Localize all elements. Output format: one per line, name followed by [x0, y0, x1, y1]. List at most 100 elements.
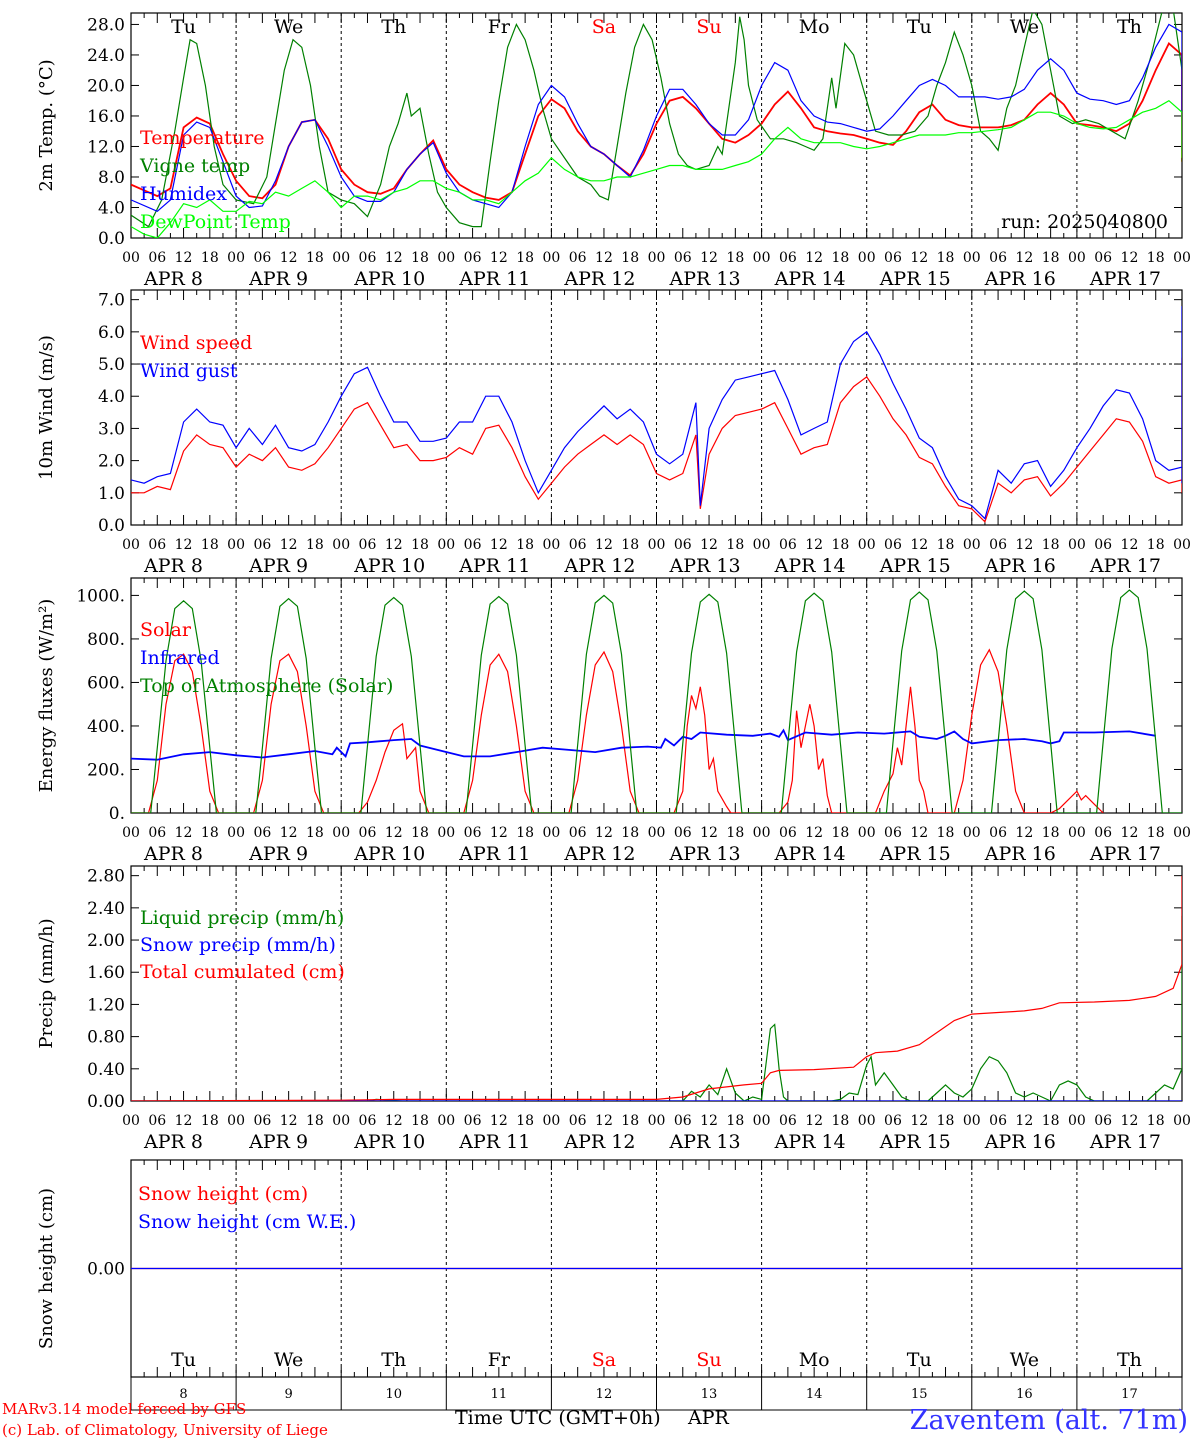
hour-tick-label: 00 — [332, 825, 350, 841]
hour-tick-label: 12 — [280, 250, 298, 266]
hour-tick-label: 18 — [306, 250, 324, 266]
hour-tick-label: 06 — [253, 537, 271, 553]
hour-tick-label: 18 — [937, 825, 955, 841]
hour-tick-label: 06 — [148, 537, 166, 553]
hour-tick-label: 06 — [884, 537, 902, 553]
date-label: APR 13 — [669, 843, 741, 865]
date-label: APR 16 — [984, 268, 1056, 290]
hour-tick-label: 06 — [674, 537, 692, 553]
legend-entry: Temperature — [140, 127, 264, 149]
hour-tick-label: 06 — [253, 825, 271, 841]
hour-tick-label: 12 — [700, 537, 718, 553]
hour-tick-label: 00 — [437, 537, 455, 553]
hour-tick-label: 12 — [385, 537, 403, 553]
hour-tick-label: 12 — [910, 1113, 928, 1129]
hour-tick-label: 18 — [726, 1113, 744, 1129]
station-label: Zaventem (alt. 71m) — [910, 1405, 1188, 1436]
y-tick-label: 0.40 — [87, 1060, 125, 1080]
hour-tick-label: 06 — [253, 1113, 271, 1129]
y-tick-label: 0.00 — [87, 1260, 125, 1280]
hour-tick-label: 12 — [1015, 825, 1033, 841]
y-axis-label: 10m Wind (m/s) — [36, 335, 57, 480]
panel-energy: 0. 200. 400. 600. 800. 1000. Energy fluxes (W/… — [36, 577, 1191, 865]
hour-tick-label: 00 — [1068, 825, 1086, 841]
day-number-label: 10 — [385, 1387, 402, 1402]
hour-tick-label: 06 — [779, 1113, 797, 1129]
y-tick-label: 4.0 — [98, 198, 125, 218]
legend-entry: Solar — [140, 619, 192, 641]
legend-entry: Liquid precip (mm/h) — [140, 907, 344, 929]
hour-tick-label: 12 — [595, 537, 613, 553]
hour-tick-label: 00 — [1068, 1113, 1086, 1129]
legend-entry: Infrared — [140, 647, 220, 669]
hour-tick-label: 06 — [779, 825, 797, 841]
hour-tick-label: 18 — [306, 537, 324, 553]
weekday-label: We — [274, 1349, 303, 1371]
hour-tick-label: 18 — [516, 1113, 534, 1129]
hour-tick-label: 12 — [490, 1113, 508, 1129]
hour-tick-label: 18 — [201, 825, 219, 841]
hour-tick-label: 12 — [175, 537, 193, 553]
hour-tick-label: 06 — [569, 537, 587, 553]
hour-tick-label: 06 — [359, 250, 377, 266]
series-humidex — [131, 23, 1182, 213]
weekday-label: Tu — [907, 1349, 932, 1371]
hour-tick-label: 06 — [569, 825, 587, 841]
hour-tick-label: 18 — [1147, 1113, 1165, 1129]
hour-tick-label: 00 — [753, 537, 771, 553]
hour-tick-label: 12 — [805, 250, 823, 266]
date-label: APR 8 — [143, 555, 203, 577]
hour-tick-label: 12 — [490, 825, 508, 841]
x-axis-label: Time UTC (GMT+0h) — [455, 1407, 661, 1429]
hour-tick-label: 18 — [832, 1113, 850, 1129]
hour-tick-label: 06 — [253, 250, 271, 266]
legend-entry: Total cumulated (cm) — [140, 961, 345, 983]
y-tick-label: 200. — [87, 760, 125, 780]
hour-tick-label: 06 — [884, 250, 902, 266]
hour-tick-label: 06 — [674, 825, 692, 841]
hour-tick-label: 06 — [989, 1113, 1007, 1129]
series-top-of-atmosphere-solar- — [131, 589, 1182, 813]
hour-tick-label: 12 — [805, 825, 823, 841]
y-tick-label: 4.0 — [98, 387, 125, 407]
hour-tick-label: 00 — [1173, 250, 1191, 266]
hour-tick-label: 12 — [1015, 537, 1033, 553]
hour-tick-label: 00 — [1068, 250, 1086, 266]
hour-tick-label: 06 — [569, 250, 587, 266]
y-tick-label: 28.0 — [87, 15, 125, 35]
hour-tick-label: 00 — [542, 1113, 560, 1129]
hour-tick-label: 12 — [1121, 1113, 1139, 1129]
weekday-label: Sa — [592, 1349, 616, 1371]
hour-tick-label: 18 — [201, 1113, 219, 1129]
series-wind-speed — [131, 357, 1182, 523]
hour-tick-label: 00 — [648, 537, 666, 553]
y-tick-label: 2.80 — [87, 867, 125, 887]
hour-tick-label: 18 — [1147, 825, 1165, 841]
weekday-label: Tu — [171, 1349, 196, 1371]
series-temperature — [131, 42, 1182, 201]
hour-tick-label: 18 — [726, 537, 744, 553]
day-number-label: 17 — [1121, 1387, 1138, 1402]
series-dewpoint-temp — [131, 99, 1182, 238]
hour-tick-label: 12 — [490, 537, 508, 553]
hour-tick-label: 00 — [858, 825, 876, 841]
y-tick-label: 0.0 — [98, 516, 125, 536]
hour-tick-label: 18 — [516, 825, 534, 841]
date-label: APR 14 — [774, 843, 846, 865]
hour-tick-label: 06 — [989, 250, 1007, 266]
y-tick-label: 0.80 — [87, 1028, 125, 1048]
hour-tick-label: 00 — [753, 250, 771, 266]
hour-tick-label: 18 — [621, 1113, 639, 1129]
hour-tick-label: 12 — [595, 1113, 613, 1129]
legend-entry: Snow height (cm W.E.) — [138, 1211, 356, 1233]
hour-tick-label: 18 — [411, 825, 429, 841]
hour-tick-label: 00 — [227, 250, 245, 266]
weekday-label: Th — [1117, 16, 1142, 38]
x-axis-month: APR — [687, 1407, 730, 1429]
date-label: APR 15 — [879, 555, 951, 577]
date-label: APR 10 — [353, 1131, 425, 1153]
y-tick-label: 1.0 — [98, 484, 125, 504]
panel-wind: 0.0 1.0 2.0 3.0 4.0 5.0 6.0 7.0 10m Wind (m/s) 00… — [36, 289, 1191, 577]
weekday-label: Th — [381, 1349, 406, 1371]
